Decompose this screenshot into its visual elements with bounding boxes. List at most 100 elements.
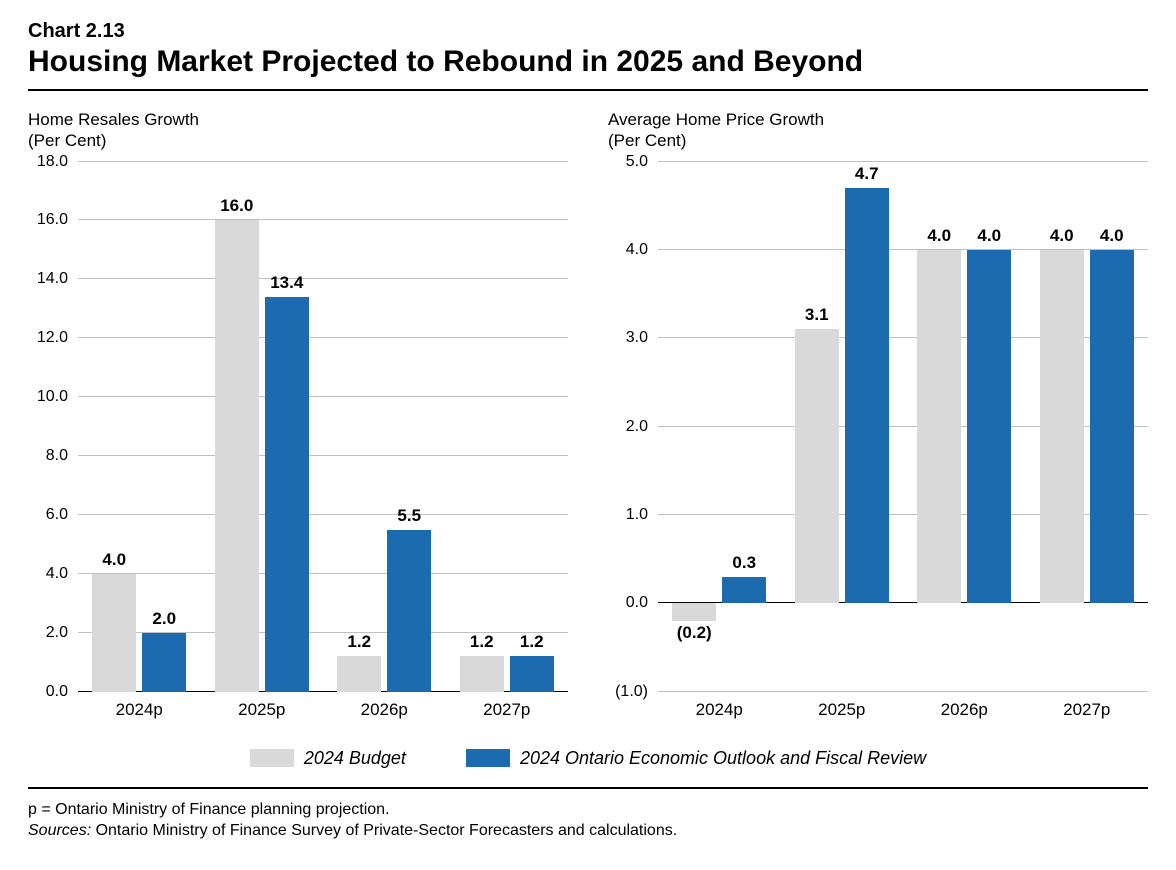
y-tick: (1.0) bbox=[615, 683, 648, 701]
x-axis: 2024p2025p2026p2027p bbox=[78, 700, 568, 720]
chart-legend: 2024 Budget 2024 Ontario Economic Outloo… bbox=[28, 748, 1148, 769]
bar-outlook: 0.3 bbox=[722, 162, 766, 692]
chart-title: Housing Market Projected to Rebound in 2… bbox=[28, 45, 1148, 79]
bar-budget: 4.0 bbox=[92, 162, 136, 692]
bar-value-label: 1.2 bbox=[520, 632, 544, 652]
y-tick: 8.0 bbox=[46, 447, 68, 465]
panel-subtitle-line1: Average Home Price Growth bbox=[608, 110, 824, 129]
bar-fill bbox=[92, 574, 136, 692]
bars-container: 4.0 2.0 16.0 13.4 1.2 5.5 1.2 1.2 bbox=[78, 162, 568, 692]
bar-value-label: 4.0 bbox=[1100, 226, 1124, 246]
x-label: 2027p bbox=[446, 700, 569, 720]
x-label: 2027p bbox=[1026, 700, 1149, 720]
y-tick: 12.0 bbox=[37, 329, 68, 347]
bar-budget: 1.2 bbox=[337, 162, 381, 692]
bar-value-label: 1.2 bbox=[470, 632, 494, 652]
chart-panels: Home Resales Growth (Per Cent) 18.0 16.0 14.… bbox=[28, 109, 1148, 720]
panel-subtitle: Home Resales Growth (Per Cent) bbox=[28, 109, 568, 152]
bar-outlook: 4.7 bbox=[845, 162, 889, 692]
bar-budget: 3.1 bbox=[795, 162, 839, 692]
bar-value-label: 4.0 bbox=[102, 550, 126, 570]
plot-wrap: 5.04.03.02.01.00.0(1.0)(0.2)0.33.14.74.0… bbox=[608, 162, 1148, 692]
footnote-sources-text: Ontario Ministry of Finance Survey of Pr… bbox=[91, 822, 677, 839]
y-tick: 16.0 bbox=[37, 211, 68, 229]
x-label: 2025p bbox=[201, 700, 324, 720]
bar-fill bbox=[460, 656, 504, 691]
y-tick: 2.0 bbox=[626, 418, 648, 436]
panel-subtitle: Average Home Price Growth (Per Cent) bbox=[608, 109, 1148, 152]
bar-fill bbox=[917, 250, 961, 603]
panel-price: Average Home Price Growth (Per Cent) 5.0 4.… bbox=[608, 109, 1148, 720]
bar-group: 16.0 13.4 bbox=[201, 162, 324, 692]
bar-group: 1.2 5.5 bbox=[323, 162, 446, 692]
footnote-projection: p = Ontario Ministry of Finance planning… bbox=[28, 799, 1148, 821]
bar-fill bbox=[510, 656, 554, 691]
bar-budget: 4.0 bbox=[917, 162, 961, 692]
bar-outlook: 4.0 bbox=[1090, 162, 1134, 692]
x-label: 2025p bbox=[781, 700, 904, 720]
footer-divider bbox=[28, 787, 1148, 789]
bar-value-label: 5.5 bbox=[397, 506, 421, 526]
y-tick: 0.0 bbox=[626, 594, 648, 612]
panel-subtitle-line2: (Per Cent) bbox=[28, 131, 106, 150]
bar-value-label: 1.2 bbox=[347, 632, 371, 652]
bar-fill bbox=[387, 530, 431, 692]
chart-number: Chart 2.13 bbox=[28, 20, 1148, 43]
bar-value-label: 0.3 bbox=[732, 553, 756, 573]
bar-budget: 4.0 bbox=[1040, 162, 1084, 692]
bar-value-label: 4.7 bbox=[855, 164, 879, 184]
bar-outlook: 4.0 bbox=[967, 162, 1011, 692]
bar-value-label: 4.0 bbox=[977, 226, 1001, 246]
chart-footnote: p = Ontario Ministry of Finance planning… bbox=[28, 799, 1148, 842]
bar-group: (0.2)0.3 bbox=[658, 162, 781, 692]
bar-fill bbox=[1090, 250, 1134, 603]
bar-value-label: 4.0 bbox=[1050, 226, 1074, 246]
y-tick: 2.0 bbox=[46, 624, 68, 642]
bar-fill bbox=[1040, 250, 1084, 603]
legend-item-outlook: 2024 Ontario Economic Outlook and Fiscal… bbox=[466, 748, 926, 769]
footnote-sources: Sources: Ontario Ministry of Finance Sur… bbox=[28, 820, 1148, 842]
x-label: 2024p bbox=[78, 700, 201, 720]
bar-fill bbox=[672, 603, 716, 621]
bar-group: 3.1 4.7 bbox=[781, 162, 904, 692]
footnote-sources-label: Sources: bbox=[28, 822, 91, 839]
y-tick: 4.0 bbox=[626, 241, 648, 259]
bar-group: 4.0 2.0 bbox=[78, 162, 201, 692]
x-label: 2024p bbox=[658, 700, 781, 720]
y-axis: 5.04.03.02.01.00.0(1.0) bbox=[608, 162, 658, 692]
x-axis: 2024p2025p2026p2027p bbox=[658, 700, 1148, 720]
bar-budget: 16.0 bbox=[215, 162, 259, 692]
bar-value-label: 4.0 bbox=[927, 226, 951, 246]
legend-swatch-outlook bbox=[466, 749, 510, 767]
bar-outlook: 2.0 bbox=[142, 162, 186, 692]
legend-swatch-budget bbox=[250, 749, 294, 767]
bar-fill bbox=[265, 297, 309, 692]
bar-value-label: 13.4 bbox=[270, 273, 303, 293]
y-tick: 5.0 bbox=[626, 153, 648, 171]
y-tick: 4.0 bbox=[46, 565, 68, 583]
x-label: 2026p bbox=[323, 700, 446, 720]
y-tick: 1.0 bbox=[626, 506, 648, 524]
legend-label-budget: 2024 Budget bbox=[304, 748, 406, 769]
bar-group: 4.0 4.0 bbox=[903, 162, 1026, 692]
bars-container: (0.2)0.3 3.1 4.7 4.0 4.0 4.0 4.0 bbox=[658, 162, 1148, 692]
y-tick: 18.0 bbox=[37, 153, 68, 171]
bar-value-label: 16.0 bbox=[220, 196, 253, 216]
y-tick: 3.0 bbox=[626, 329, 648, 347]
legend-item-budget: 2024 Budget bbox=[250, 748, 406, 769]
bar-fill bbox=[967, 250, 1011, 603]
bar-outlook: 1.2 bbox=[510, 162, 554, 692]
plot-area: (0.2)0.3 3.1 4.7 4.0 4.0 4.0 4.0 bbox=[658, 162, 1148, 692]
bar-fill bbox=[845, 188, 889, 603]
y-axis: 18.016.014.012.010.08.06.04.02.00.0 bbox=[28, 162, 78, 692]
panel-resales: Home Resales Growth (Per Cent) 18.0 16.0 14.… bbox=[28, 109, 568, 720]
panel-subtitle-line2: (Per Cent) bbox=[608, 131, 686, 150]
panel-subtitle-line1: Home Resales Growth bbox=[28, 110, 199, 129]
y-tick: 10.0 bbox=[37, 388, 68, 406]
bar-value-label: 3.1 bbox=[805, 305, 829, 325]
y-tick: 14.0 bbox=[37, 270, 68, 288]
bar-fill bbox=[722, 577, 766, 604]
y-tick: 0.0 bbox=[46, 683, 68, 701]
bar-fill bbox=[142, 633, 186, 692]
bar-fill bbox=[337, 656, 381, 691]
